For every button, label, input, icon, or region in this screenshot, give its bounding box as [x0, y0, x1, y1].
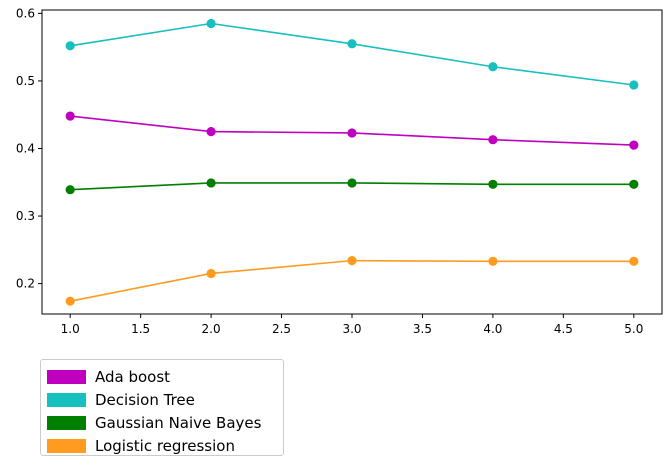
series-logistic-regression: [65, 256, 639, 306]
data-point-decision-tree: [488, 62, 498, 72]
data-point-ada-boost: [65, 111, 75, 121]
x-tick-label: 3.5: [413, 322, 432, 336]
y-tick-label: 0.2: [16, 277, 35, 291]
data-point-ada-boost: [629, 140, 639, 150]
data-point-logistic-regression: [65, 296, 75, 306]
data-point-logistic-regression: [488, 256, 498, 266]
legend-item-gaussian-naive-bayes: Gaussian Naive Bayes: [47, 411, 283, 434]
data-point-gaussian-naive-bayes: [65, 185, 75, 195]
data-point-gaussian-naive-bayes: [488, 179, 498, 189]
legend-swatch-gaussian-naive-bayes: [47, 415, 86, 430]
y-tick-label: 0.6: [16, 6, 35, 20]
data-point-gaussian-naive-bayes: [347, 178, 357, 188]
legend-label-gaussian-naive-bayes: Gaussian Naive Bayes: [95, 413, 262, 432]
legend-swatch-decision-tree: [47, 392, 86, 407]
data-point-logistic-regression: [347, 256, 357, 266]
data-point-decision-tree: [65, 41, 75, 51]
data-point-ada-boost: [347, 128, 357, 138]
legend-swatch-ada-boost: [47, 369, 86, 384]
x-tick-label: 3.0: [342, 322, 361, 336]
legend-label-decision-tree: Decision Tree: [95, 390, 195, 409]
x-tick-label: 1.0: [61, 322, 80, 336]
series-gaussian-naive-bayes: [65, 178, 639, 195]
x-tick-label: 2.5: [272, 322, 291, 336]
legend-item-ada-boost: Ada boost: [47, 365, 283, 388]
data-point-decision-tree: [629, 80, 639, 90]
series-line-decision-tree: [70, 22, 634, 86]
data-point-ada-boost: [488, 135, 498, 145]
x-tick-label: 4.0: [483, 322, 502, 336]
x-tick-label: 5.0: [624, 322, 643, 336]
plot-frame: [41, 9, 663, 315]
legend-swatch-logistic-regression: [47, 438, 86, 453]
data-point-decision-tree: [347, 39, 357, 49]
legend-item-logistic-regression: Logistic regression: [47, 434, 283, 457]
axes-layer: 1.0 1.5 2.0 2.5 3.0 3.5 4.0 4.5 5.0 0.2 0.3 0.4 0.5 0…: [16, 6, 663, 336]
series-ada-boost: [65, 111, 639, 150]
y-tick-label: 0.5: [16, 74, 35, 88]
series-decision-tree: [65, 18, 639, 90]
x-tick-label: 2.0: [202, 322, 221, 336]
x-tick-label: 1.5: [131, 322, 150, 336]
x-tick-label: 4.5: [554, 322, 573, 336]
y-tick-label: 0.4: [16, 141, 35, 155]
legend: Ada boost Decision Tree Gaussian Naive B…: [40, 359, 284, 456]
series-layer: [65, 18, 639, 306]
legend-label-logistic-regression: Logistic regression: [95, 436, 235, 455]
data-point-decision-tree: [206, 18, 216, 29]
legend-label-ada-boost: Ada boost: [95, 367, 171, 386]
data-point-ada-boost: [206, 127, 216, 137]
data-point-gaussian-naive-bayes: [629, 179, 639, 189]
legend-item-decision-tree: Decision Tree: [47, 388, 283, 411]
data-point-logistic-regression: [206, 268, 216, 279]
data-point-logistic-regression: [629, 256, 639, 266]
y-tick-label: 0.3: [16, 209, 35, 223]
series-line-logistic-regression: [70, 259, 634, 302]
data-point-gaussian-naive-bayes: [206, 178, 216, 188]
